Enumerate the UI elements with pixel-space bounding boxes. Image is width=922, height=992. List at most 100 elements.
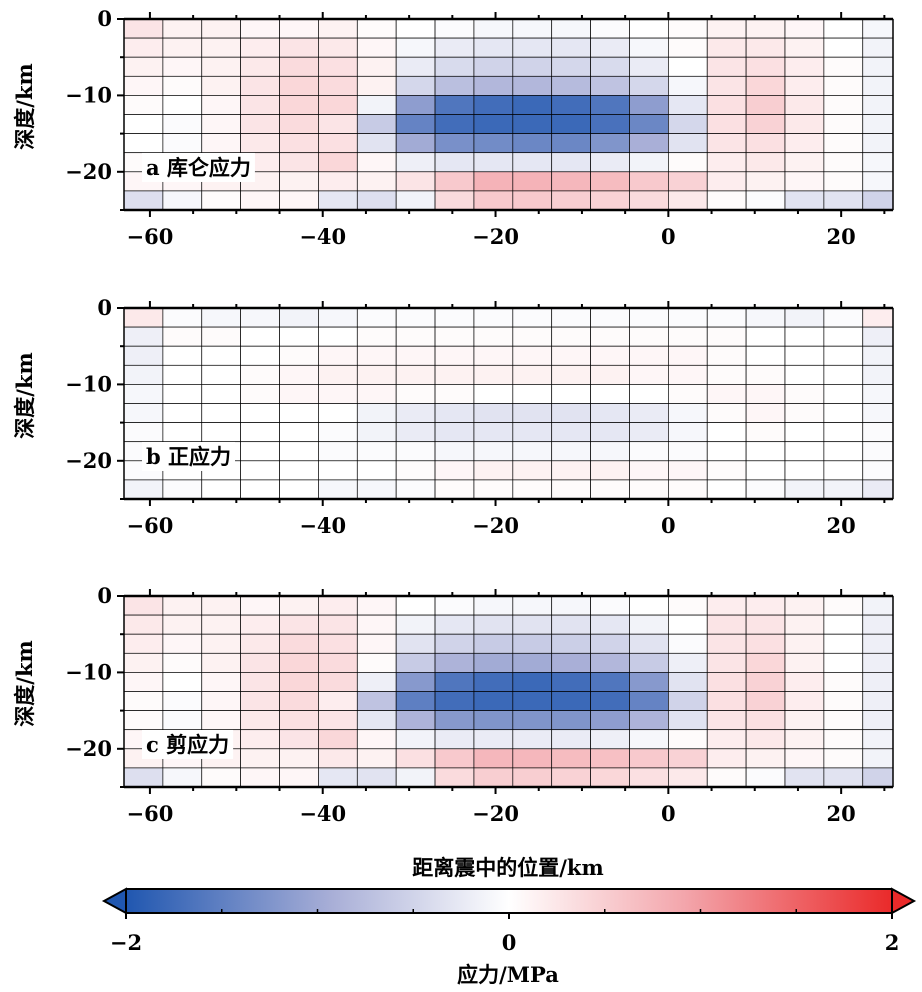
heatmap-cell <box>123 345 164 366</box>
heatmap-cell <box>434 441 475 462</box>
heatmap-cell <box>745 729 786 750</box>
heatmap-cell <box>745 614 786 635</box>
heatmap-cell <box>706 326 747 347</box>
heatmap-cell <box>162 326 203 347</box>
heatmap-cell <box>473 729 514 750</box>
heatmap-cell <box>318 384 358 404</box>
heatmap-cell <box>512 18 553 39</box>
heatmap-cell <box>667 633 708 654</box>
heatmap-cell <box>279 18 319 39</box>
colorbar-ticks: −2 0 2 <box>110 909 899 955</box>
heatmap-cell <box>473 18 514 39</box>
heatmap-cell <box>784 133 825 154</box>
heatmap-cell <box>862 190 894 211</box>
heatmap-cell <box>551 748 591 769</box>
x-tick-label: 0 <box>661 224 676 249</box>
heatmap-cell <box>862 748 894 769</box>
heatmap-cell <box>123 75 164 96</box>
heatmap-cell <box>356 364 397 385</box>
heatmap-cell <box>434 384 475 404</box>
heatmap-cell <box>667 460 708 481</box>
x-tick-label: −40 <box>299 224 346 249</box>
heatmap-cell <box>395 479 436 500</box>
heatmap-cell <box>862 691 894 711</box>
heatmap-cell <box>667 18 708 39</box>
heatmap-cell <box>279 190 319 211</box>
heatmap-cell <box>434 56 475 77</box>
heatmap-cell <box>512 767 553 788</box>
heatmap-cell <box>706 729 747 750</box>
heatmap-cell <box>123 672 164 692</box>
heatmap-cell <box>629 75 669 96</box>
heatmap-cell <box>240 326 280 347</box>
heatmap-cell <box>162 37 203 58</box>
heatmap-cell <box>706 37 747 58</box>
heatmap-cell <box>434 672 475 692</box>
heatmap-cell <box>279 652 319 673</box>
heatmap-cell <box>240 403 280 423</box>
heatmap-cell <box>551 460 591 481</box>
heatmap-cell <box>395 652 436 673</box>
heatmap-cell <box>629 767 669 788</box>
heatmap-cell <box>395 345 436 366</box>
heatmap-cell <box>395 767 436 788</box>
heatmap-cell <box>240 364 280 385</box>
heatmap-cell <box>823 748 864 769</box>
heatmap-cell <box>862 672 894 692</box>
heatmap-cell <box>823 710 864 731</box>
heatmap-cell <box>706 75 747 96</box>
heatmap-cell <box>356 18 397 39</box>
heatmap-cell <box>279 460 319 481</box>
heatmap-cell <box>318 18 358 39</box>
heatmap-cell <box>784 614 825 635</box>
heatmap-cell <box>512 441 553 462</box>
heatmap-cell <box>512 595 553 616</box>
heatmap-cell <box>279 595 319 616</box>
heatmap-cell <box>279 307 319 328</box>
heatmap-cell <box>201 422 241 443</box>
heatmap-cell <box>667 422 708 443</box>
heatmap-cell <box>512 171 553 192</box>
heatmap-cell <box>823 95 864 115</box>
heatmap-cell <box>667 479 708 500</box>
heatmap-cell <box>590 171 630 192</box>
heatmap-cell <box>512 403 553 423</box>
heatmap-cell <box>318 710 358 731</box>
heatmap-cell <box>162 691 203 711</box>
heatmap-cell <box>279 37 319 58</box>
heatmap-cell <box>706 710 747 731</box>
heatmap-cell <box>551 672 591 692</box>
heatmap-cell <box>162 710 203 731</box>
heatmap-cell <box>318 152 358 173</box>
heatmap-cell <box>823 75 864 96</box>
heatmap-cell <box>551 691 591 711</box>
heatmap-cell <box>395 441 436 462</box>
heatmap-cell <box>395 729 436 750</box>
heatmap-cell <box>318 345 358 366</box>
heatmap-cell <box>240 633 280 654</box>
heatmap-cell <box>590 37 630 58</box>
heatmap-cell <box>318 595 358 616</box>
heatmap-cell <box>551 595 591 616</box>
heatmap-cell <box>240 37 280 58</box>
heatmap-cell <box>434 710 475 731</box>
heatmap-cell <box>629 479 669 500</box>
heatmap-cell <box>512 307 553 328</box>
heatmap-cell <box>862 422 894 443</box>
heatmap-cell <box>395 422 436 443</box>
heatmap-cell <box>862 364 894 385</box>
y-tick-label: 0 <box>97 6 112 31</box>
heatmap-cell <box>279 384 319 404</box>
heatmap-cell <box>318 672 358 692</box>
heatmap-cell <box>629 152 669 173</box>
heatmap-cell <box>512 75 553 96</box>
heatmap-cell <box>667 345 708 366</box>
heatmap-cell <box>667 114 708 134</box>
heatmap-cell <box>629 364 669 385</box>
heatmap-cell <box>123 18 164 39</box>
heatmap-cell <box>551 652 591 673</box>
heatmap-cell <box>201 595 241 616</box>
heatmap-cell <box>395 710 436 731</box>
heatmap-cell <box>823 729 864 750</box>
heatmap-cell <box>279 364 319 385</box>
